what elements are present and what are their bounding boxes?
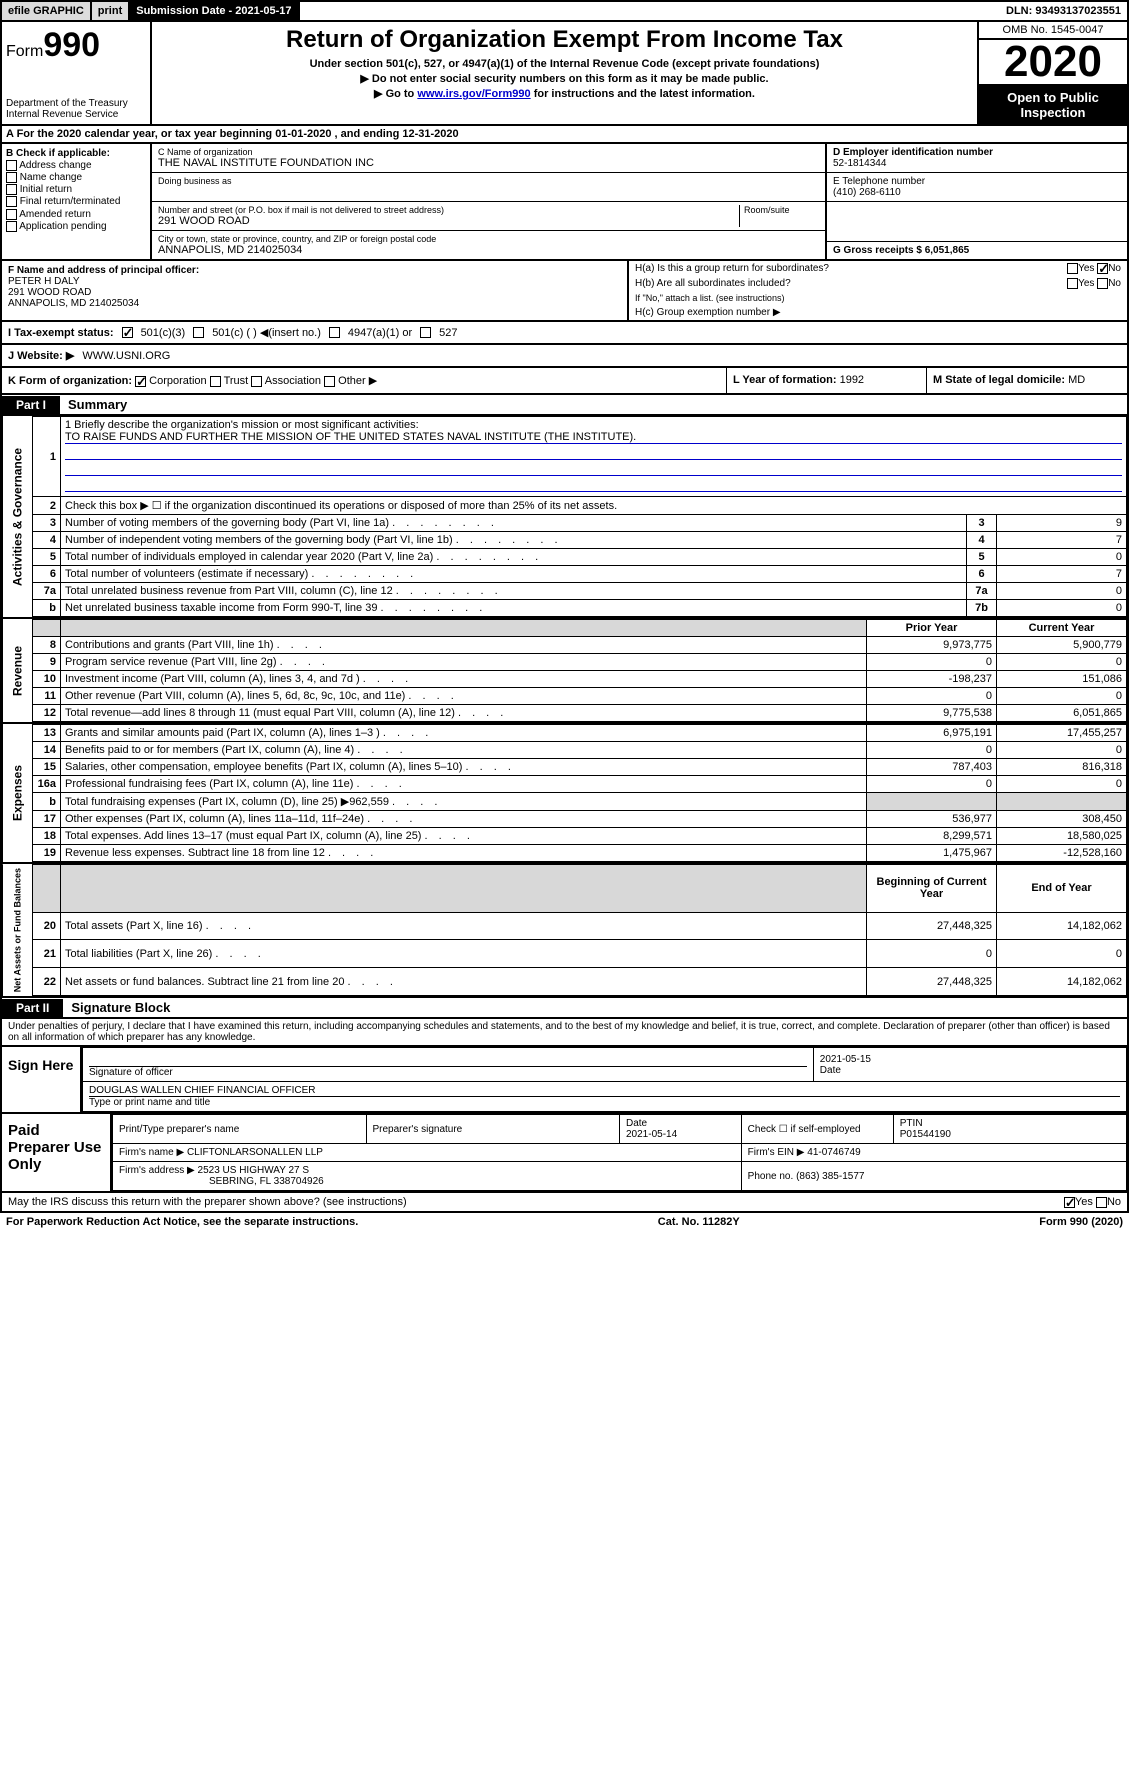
chk-527[interactable] — [420, 327, 431, 338]
table-row: 11Other revenue (Part VIII, column (A), … — [33, 688, 1127, 705]
discuss-row: May the IRS discuss this return with the… — [0, 1193, 1129, 1213]
mission-text: TO RAISE FUNDS AND FURTHER THE MISSION O… — [65, 431, 1122, 444]
table-row: 17Other expenses (Part IX, column (A), l… — [33, 811, 1127, 828]
row-website: J Website: ▶ WWW.USNI.ORG — [0, 345, 1129, 368]
section-governance: Activities & Governance 1 1 Briefly desc… — [0, 416, 1129, 619]
row-tax-status: I Tax-exempt status: 501(c)(3) 501(c) ( … — [0, 322, 1129, 345]
year-formation: 1992 — [840, 374, 864, 386]
table-row: 12Total revenue—add lines 8 through 11 (… — [33, 705, 1127, 722]
perjury-text: Under penalties of perjury, I declare th… — [0, 1019, 1129, 1047]
table-row: 4Number of independent voting members of… — [33, 532, 1127, 549]
table-row: 16aProfessional fundraising fees (Part I… — [33, 776, 1127, 793]
state-domicile: MD — [1068, 374, 1085, 386]
row-a-taxyear: A For the 2020 calendar year, or tax yea… — [0, 126, 1129, 144]
officer-sig-name: DOUGLAS WALLEN CHIEF FINANCIAL OFFICER — [89, 1085, 1120, 1097]
table-row: 20Total assets (Part X, line 16) . . . .… — [33, 912, 1127, 940]
section-netassets: Net Assets or Fund Balances Beginning of… — [0, 864, 1129, 998]
h-a: H(a) Is this a group return for subordin… — [629, 261, 1127, 276]
part-ii-header: Part II Signature Block — [0, 998, 1129, 1019]
form-number: Form990 — [6, 26, 146, 65]
sign-date: 2021-05-15 — [820, 1054, 1120, 1065]
chk-4947[interactable] — [329, 327, 340, 338]
table-row: 15Salaries, other compensation, employee… — [33, 759, 1127, 776]
row-klm: K Form of organization: Corporation Trus… — [0, 368, 1129, 395]
preparer-date: 2021-05-14 — [626, 1129, 677, 1140]
table-row: 6Total number of volunteers (estimate if… — [33, 566, 1127, 583]
table-row: 9Program service revenue (Part VIII, lin… — [33, 654, 1127, 671]
firm-phone: (863) 385-1577 — [796, 1171, 864, 1182]
col-deg: D Employer identification number 52-1814… — [827, 144, 1127, 259]
subtitle-3: ▶ Go to www.irs.gov/Form990 for instruct… — [156, 87, 973, 100]
chk-discuss-yes[interactable] — [1064, 1197, 1075, 1208]
dept-treasury: Department of the Treasury Internal Reve… — [6, 98, 146, 120]
org-address: 291 WOOD ROAD — [158, 215, 739, 227]
chk-assoc[interactable] — [251, 376, 262, 387]
table-row: bNet unrelated business taxable income f… — [33, 600, 1127, 617]
chk-other[interactable] — [324, 376, 335, 387]
chk-amended[interactable]: Amended return — [6, 209, 146, 220]
footer-last: For Paperwork Reduction Act Notice, see … — [0, 1213, 1129, 1231]
ein-value: 52-1814344 — [833, 158, 1121, 169]
table-row: 19Revenue less expenses. Subtract line 1… — [33, 845, 1127, 862]
chk-final-return[interactable]: Final return/terminated — [6, 196, 146, 207]
form-header: Form990 Department of the Treasury Inter… — [0, 22, 1129, 126]
chk-application-pending[interactable]: Application pending — [6, 221, 146, 232]
h-b: H(b) Are all subordinates included? Yes … — [629, 276, 1127, 291]
tax-year: 2020 — [979, 40, 1127, 86]
top-bar: efile GRAPHIC print Submission Date - 20… — [0, 0, 1129, 22]
table-row: 21Total liabilities (Part X, line 26) . … — [33, 940, 1127, 968]
chk-trust[interactable] — [210, 376, 221, 387]
chk-501c3[interactable] — [122, 327, 133, 338]
table-row: 7aTotal unrelated business revenue from … — [33, 583, 1127, 600]
table-row: 14Benefits paid to or for members (Part … — [33, 742, 1127, 759]
irs-link[interactable]: www.irs.gov/Form990 — [417, 88, 530, 100]
chk-name-change[interactable]: Name change — [6, 172, 146, 183]
paid-preparer-block: Paid Preparer Use Only Print/Type prepar… — [0, 1114, 1129, 1193]
table-row: 18Total expenses. Add lines 13–17 (must … — [33, 828, 1127, 845]
open-public-badge: Open to Public Inspection — [979, 86, 1127, 124]
efile-label: efile GRAPHIC — [2, 2, 92, 20]
org-city: ANNAPOLIS, MD 214025034 — [158, 244, 819, 256]
firm-ein: 41-0746749 — [807, 1147, 860, 1158]
print-button[interactable]: print — [92, 2, 130, 20]
col-c-orginfo: C Name of organization THE NAVAL INSTITU… — [152, 144, 827, 259]
submission-date: Submission Date - 2021-05-17 — [130, 2, 299, 20]
table-row: 13Grants and similar amounts paid (Part … — [33, 725, 1127, 742]
table-row: 10Investment income (Part VIII, column (… — [33, 671, 1127, 688]
section-revenue: Revenue Prior YearCurrent Year 8Contribu… — [0, 619, 1129, 724]
website-value: WWW.USNI.ORG — [82, 350, 170, 362]
form-title: Return of Organization Exempt From Incom… — [156, 26, 973, 54]
section-fh: F Name and address of principal officer:… — [0, 261, 1129, 322]
firm-name: CLIFTONLARSONALLEN LLP — [187, 1147, 323, 1158]
chk-initial-return[interactable]: Initial return — [6, 184, 146, 195]
ptin-value: P01544190 — [900, 1129, 951, 1140]
dln-label: DLN: 93493137023551 — [1000, 2, 1127, 20]
table-row: 22Net assets or fund balances. Subtract … — [33, 968, 1127, 996]
table-row: 3Number of voting members of the governi… — [33, 515, 1127, 532]
sign-block: Sign Here Signature of officer 2021-05-1… — [0, 1047, 1129, 1114]
subtitle-1: Under section 501(c), 527, or 4947(a)(1)… — [156, 58, 973, 70]
chk-corp[interactable] — [135, 376, 146, 387]
section-bcdeg: B Check if applicable: Address change Na… — [0, 144, 1129, 261]
phone-value: (410) 268-6110 — [833, 187, 1121, 198]
subtitle-2: ▶ Do not enter social security numbers o… — [156, 72, 973, 85]
table-row: 5Total number of individuals employed in… — [33, 549, 1127, 566]
table-row: bTotal fundraising expenses (Part IX, co… — [33, 793, 1127, 811]
chk-501c[interactable] — [193, 327, 204, 338]
h-c: H(c) Group exemption number ▶ — [629, 305, 1127, 320]
org-name: THE NAVAL INSTITUTE FOUNDATION INC — [158, 157, 819, 169]
chk-address-change[interactable]: Address change — [6, 160, 146, 171]
section-expenses: Expenses 13Grants and similar amounts pa… — [0, 724, 1129, 864]
officer-name: PETER H DALY — [8, 276, 621, 287]
col-b-checkboxes: B Check if applicable: Address change Na… — [2, 144, 152, 259]
gross-receipts: G Gross receipts $ 6,051,865 — [833, 245, 1121, 256]
part-i-header: Part I Summary — [0, 395, 1129, 416]
table-row: 8Contributions and grants (Part VIII, li… — [33, 637, 1127, 654]
chk-discuss-no[interactable] — [1096, 1197, 1107, 1208]
